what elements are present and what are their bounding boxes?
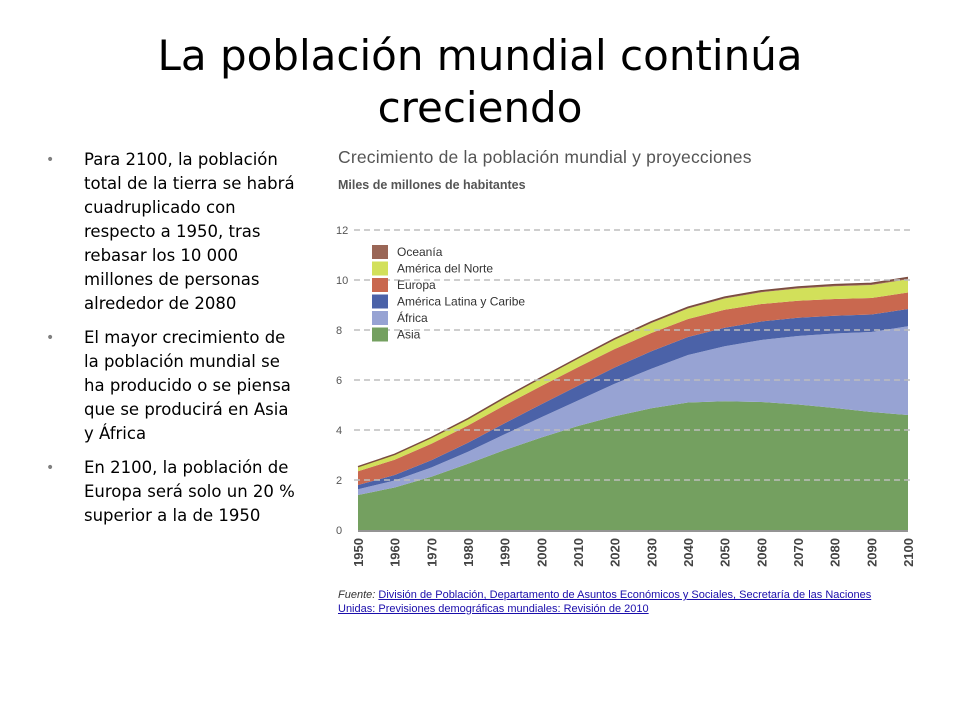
y-tick-label: 6 bbox=[336, 375, 342, 387]
bullet-list: • Para 2100, la población total de la tie… bbox=[46, 148, 296, 538]
x-tick-label: 1990 bbox=[498, 538, 513, 567]
legend-label: América Latina y Caribe bbox=[397, 295, 525, 309]
y-tick-label: 8 bbox=[336, 325, 342, 337]
area-africa bbox=[358, 326, 908, 495]
chart-title: Crecimiento de la población mundial y pr… bbox=[338, 147, 752, 167]
area-america-latina-y-caribe bbox=[358, 309, 908, 490]
slide-title: La población mundial continúa creciendo bbox=[157, 31, 803, 132]
bullet-text: En 2100, la población de Europa será sol… bbox=[84, 458, 295, 525]
x-tick-label: 2090 bbox=[864, 538, 879, 567]
bullet-text: El mayor crecimiento de la población mun… bbox=[84, 328, 291, 443]
legend-label: América del Norte bbox=[397, 262, 493, 276]
x-tick-label: 2050 bbox=[718, 538, 733, 567]
x-tick-label: 1970 bbox=[424, 538, 439, 567]
bullet-dot-icon: • bbox=[46, 152, 55, 168]
population-area-chart: 0 2 4 6 8 10 12 1950 1960 1970 1980 1990 2000 2010 202… bbox=[336, 225, 916, 567]
bullet-item: • El mayor crecimiento de la población mu… bbox=[46, 326, 296, 446]
legend-swatch bbox=[372, 245, 388, 259]
bullet-item: • Para 2100, la población total de la tie… bbox=[46, 148, 296, 316]
legend-label: Oceanía bbox=[397, 245, 443, 259]
x-tick-label: 1980 bbox=[461, 538, 476, 567]
x-tick-label: 2070 bbox=[791, 538, 806, 567]
bullet-dot-icon: • bbox=[46, 460, 55, 476]
bullet-dot-icon: • bbox=[46, 330, 55, 346]
legend-swatch bbox=[372, 278, 388, 292]
area-asia bbox=[358, 401, 908, 530]
y-tick-label: 10 bbox=[336, 275, 348, 287]
x-tick-label: 2020 bbox=[608, 538, 623, 567]
y-tick-label: 12 bbox=[336, 225, 348, 237]
y-tick-label: 0 bbox=[336, 525, 342, 537]
x-tick-label: 2100 bbox=[901, 538, 916, 567]
x-tick-label: 2060 bbox=[754, 538, 769, 567]
legend-swatch bbox=[372, 261, 388, 276]
x-tick-label: 1950 bbox=[351, 538, 366, 567]
legend-swatch bbox=[372, 327, 388, 342]
x-tick-label: 1960 bbox=[388, 538, 403, 567]
x-tick-label: 2040 bbox=[681, 538, 696, 567]
y-tick-label: 2 bbox=[336, 475, 342, 487]
y-tick-label: 4 bbox=[336, 425, 342, 437]
bullet-item: • En 2100, la población de Europa será so… bbox=[46, 456, 296, 528]
x-tick-label: 2030 bbox=[644, 538, 659, 567]
x-tick-label: 2080 bbox=[828, 538, 843, 567]
area-europa bbox=[358, 292, 908, 485]
x-tick-label: 2010 bbox=[571, 538, 586, 567]
area-america-del-norte bbox=[358, 279, 908, 472]
source-note: Fuente: División de Población, Departame… bbox=[338, 588, 898, 616]
legend-label: África bbox=[397, 310, 428, 325]
x-tick-label: 2000 bbox=[534, 538, 549, 567]
legend-label: Europa bbox=[397, 278, 436, 292]
bullet-text: Para 2100, la población total de la tier… bbox=[84, 150, 295, 313]
legend-label: Asia bbox=[397, 328, 421, 342]
legend-swatch bbox=[372, 294, 388, 309]
chart-y-label: Miles de millones de habitantes bbox=[338, 178, 526, 192]
source-link[interactable]: División de Población, Departamento de A… bbox=[338, 589, 872, 615]
legend-swatch bbox=[372, 311, 388, 325]
source-label: Fuente: bbox=[338, 589, 376, 601]
total-line bbox=[357, 276, 909, 468]
